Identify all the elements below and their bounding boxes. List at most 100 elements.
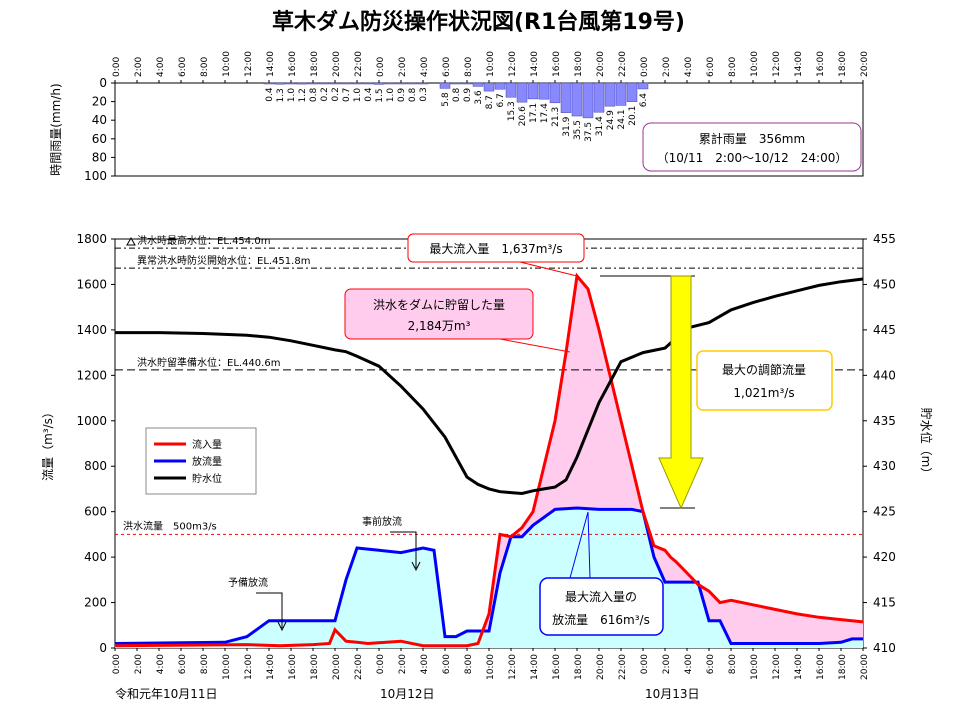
total-rain-line2: （10/11 2:00～10/12 24:00） (657, 151, 848, 165)
storage-label-line2: 2,184万m³ (408, 319, 471, 333)
level-y-tick-label: 430 (873, 459, 896, 473)
max-outflow-pointer-1 (569, 511, 589, 579)
flow-y-tick-label: 1800 (76, 232, 107, 246)
rain-x-tick-label: 10:00 (750, 51, 760, 77)
flow-x-tick-label: 4:00 (420, 654, 430, 674)
rain-bar (439, 82, 451, 89)
rain-bar (285, 82, 297, 85)
flow-x-tick-label: 2:00 (134, 654, 144, 674)
rain-bar (472, 82, 484, 87)
rain-bar-label: 24.9 (606, 110, 616, 130)
rain-bar-label: 24.1 (617, 109, 627, 129)
flow-x-tick-label: 18:00 (574, 654, 584, 680)
prep-release-arrowhead-icon (277, 621, 287, 632)
rain-bar (461, 82, 473, 85)
rain-x-tick-label: 18:00 (574, 51, 584, 77)
rain-bar-label: 1.0 (353, 88, 363, 103)
flow-x-tick-label: 12:00 (244, 654, 254, 680)
rain-bar-label: 5.8 (441, 92, 451, 107)
flow-x-tick-label: 14:00 (794, 654, 804, 680)
rain-x-tick-label: 2:00 (398, 57, 408, 77)
flow-x-tick-label: 2:00 (398, 654, 408, 674)
flow-y-tick-label: 1200 (76, 368, 107, 382)
level-y-tick-label: 440 (873, 368, 896, 382)
rain-bar-label: 21.3 (551, 107, 561, 127)
rain-x-tick-label: 8:00 (200, 57, 210, 77)
reservoir-level-line (115, 277, 864, 496)
outflow-area (115, 508, 863, 648)
rain-bar (560, 82, 572, 113)
rain-bar-label: 31.9 (562, 116, 572, 136)
rain-y-axis-label: 時間雨量(mm/h) (49, 83, 63, 175)
outflow-line (114, 506, 863, 645)
rain-x-tick-label: 20:00 (332, 51, 342, 77)
rain-bar-label: 0.8 (309, 87, 319, 102)
rain-bar (626, 82, 638, 102)
flow-y-tick-label: 400 (84, 550, 107, 564)
rain-bar (329, 82, 341, 85)
rain-x-tick-label: 2:00 (134, 57, 144, 77)
rain-y-tick-label: 40 (92, 113, 107, 127)
rain-y-tick-label: 60 (92, 132, 107, 146)
level-y-axis-label: 貯水位（m） (919, 408, 934, 480)
flow-x-tick-label: 6:00 (442, 654, 452, 674)
rain-bar (351, 82, 363, 85)
rain-bar-label: 1.5 (375, 88, 385, 102)
rain-bar-label: 6.4 (639, 93, 649, 108)
max-inflow-label: 最大流入量 1,637m³/s (429, 242, 562, 256)
legend-label: 貯水位 (192, 472, 222, 485)
flow-x-tick-label: 10:00 (486, 654, 496, 680)
rain-bar-label: 1.3 (276, 88, 286, 102)
flow-x-tick-label: 20:00 (596, 654, 606, 680)
flow-x-tick-label: 14:00 (530, 654, 540, 680)
rain-x-tick-label: 20:00 (860, 51, 870, 77)
level-y-tick-label: 445 (873, 323, 896, 337)
flow-x-tick-label: 4:00 (156, 654, 166, 674)
storage-box (344, 288, 534, 340)
rain-x-tick-label: 12:00 (508, 51, 518, 77)
rain-bar (274, 82, 286, 85)
flow-y-tick-label: 600 (84, 505, 107, 519)
flow-x-tick-label: 22:00 (354, 654, 364, 680)
flow-x-tick-label: 6:00 (706, 654, 716, 674)
rain-bar (571, 82, 583, 117)
rain-x-tick-label: 22:00 (354, 51, 364, 77)
rain-y-tick-label: 100 (84, 169, 107, 183)
flow-y-tick-label: 200 (84, 596, 107, 610)
rain-x-tick-label: 20:00 (596, 51, 606, 77)
max-reduction-label-line2: 1,021m³/s (733, 386, 794, 400)
rain-bar (340, 82, 352, 85)
rain-bar (373, 82, 385, 85)
date-label-day1: 令和元年10月11日 (115, 686, 218, 701)
rain-bar (505, 82, 517, 98)
rain-bar (593, 82, 605, 113)
rain-bar (362, 82, 374, 85)
flow-x-tick-label: 8:00 (728, 654, 738, 674)
rain-x-tick-label: 12:00 (244, 51, 254, 77)
rain-x-tick-label: 14:00 (530, 51, 540, 77)
flow-x-tick-label: 2:00 (662, 654, 672, 674)
rain-bar (538, 82, 550, 100)
rain-x-tick-label: 14:00 (266, 51, 276, 77)
flow-x-tick-label: 22:00 (618, 654, 628, 680)
flow-x-tick-label: 14:00 (266, 654, 276, 680)
date-label-day2: 10月12日 (380, 687, 435, 701)
legend-label: 流入量 (192, 438, 222, 451)
chart-title: 草木ダム防災操作状況図(R1台風第19号) (272, 10, 685, 35)
pre-release-pointer (390, 531, 417, 568)
max-reduction-arrow-icon (658, 275, 704, 510)
rain-x-tick-label: 8:00 (728, 57, 738, 77)
rain-bar-label: 35.5 (573, 120, 583, 140)
rain-bar-label: 0.9 (397, 88, 407, 103)
rain-x-tick-label: 6:00 (706, 57, 716, 77)
max-outflow-label-line2: 放流量 616m³/s (552, 612, 650, 627)
rain-bar (450, 82, 462, 85)
rain-bar-label: 3.6 (474, 90, 484, 105)
flow-x-tick-label: 20:00 (860, 654, 870, 680)
level-y-tick-label: 410 (873, 641, 896, 655)
rain-bar (417, 82, 429, 85)
storage-area (483, 276, 863, 644)
level-y-tick-label: 450 (873, 277, 896, 291)
rain-bar-label: 15.3 (507, 101, 517, 121)
